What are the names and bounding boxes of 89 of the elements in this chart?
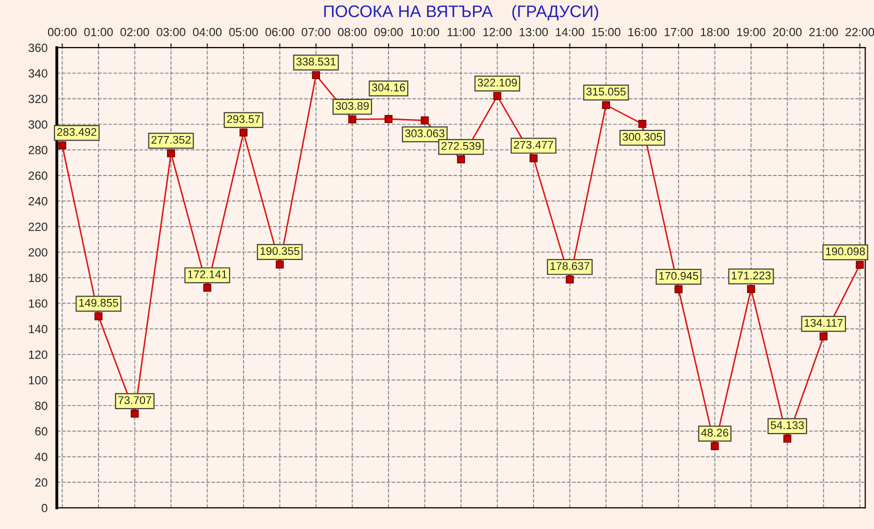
data-label: 315.055 [586,88,626,96]
point [710,442,719,450]
y-tick-label: 280 [28,146,48,154]
y-tick-label: 360 [28,44,48,52]
x-tick-label: 09:00 [374,28,403,36]
y-tick-label: 140 [28,324,48,334]
data-label: 172.141 [188,270,227,278]
point [820,332,828,340]
data-label: 272.539 [442,142,481,150]
x-tick-label: 12:00 [483,28,512,36]
data-label: 134.117 [804,318,843,327]
y-tick-label: 320 [28,94,48,104]
y-tick-label: 160 [28,299,48,308]
chart-title: ПОСОКА НА ВЯТЪРА (ГРАДУСИ) [324,4,598,21]
data-label: 303.063 [405,129,444,138]
point [130,410,139,418]
data-label: 273.477 [514,140,554,149]
point [674,285,683,294]
data-label: 48.26 [701,428,728,437]
y-tick-label: 0 [42,504,48,512]
point [94,312,102,320]
x-tick-label: 05:00 [229,28,258,36]
data-label: 73.707 [118,396,152,404]
y-tick-label: 80 [35,402,48,410]
x-tick-label: 10:00 [410,28,440,36]
point [384,115,393,123]
data-label: 303.89 [336,102,369,110]
data-label: 283.492 [57,128,96,136]
x-tick-label: 19:00 [737,28,766,36]
x-tick-label: 17:00 [664,28,693,36]
point [348,115,356,124]
data-label: 54.133 [770,421,804,430]
point [58,141,66,150]
y-tick-label: 120 [28,350,48,359]
point [602,101,610,110]
x-tick-label: 22:00 [846,28,874,36]
x-tick-label: 15:00 [592,28,620,36]
x-tick-label: 02:00 [120,28,150,36]
data-label: 304.16 [372,84,406,92]
y-tick-label: 220 [28,222,48,231]
y-tick-label: 200 [28,248,48,257]
point [240,128,248,137]
x-tick-label: 07:00 [302,28,330,36]
y-tick-label: 300 [28,120,48,129]
point [783,434,792,443]
point [203,284,212,292]
y-tick-label: 260 [28,171,48,180]
x-tick-label: 21:00 [809,28,838,36]
x-tick-label: 16:00 [628,28,657,36]
x-tick-label: 01:00 [84,28,113,36]
x-tick-label: 18:00 [700,28,730,36]
y-tick-label: 60 [35,427,48,436]
data-label: 293.57 [227,115,260,124]
x-tick-label: 00:00 [48,28,77,36]
x-tick-label: 13:00 [520,28,548,36]
data-label: 338.531 [296,58,336,66]
x-tick-label: 20:00 [773,28,802,36]
y-tick-label: 20 [35,478,48,487]
x-tick-label: 04:00 [192,28,222,36]
x-tick-label: 14:00 [556,28,584,36]
data-label: 149.855 [79,298,118,307]
point [856,260,864,269]
point [638,120,646,128]
data-label: 190.098 [826,247,865,256]
data-label: 171.223 [732,272,771,280]
point [276,260,284,268]
x-tick-label: 11:00 [448,28,475,36]
data-label: 300.305 [622,132,662,141]
point [566,275,574,284]
data-label: 277.352 [151,136,191,144]
data-label: 178.637 [550,262,590,270]
point [420,116,429,124]
x-tick-label: 06:00 [265,28,294,36]
data-label: 190.355 [260,247,300,255]
point [493,92,502,100]
x-tick-label: 08:00 [338,28,367,36]
y-tick-label: 40 [34,452,48,462]
point [457,155,466,164]
point [312,71,320,80]
data-label: 170.945 [659,272,698,280]
x-tick-label: 03:00 [156,28,186,36]
point [167,149,175,158]
y-tick-label: 240 [28,197,48,206]
y-tick-label: 340 [28,69,48,78]
y-tick-label: 100 [28,376,48,384]
point [747,284,756,293]
point [530,154,538,162]
data-label: 322.109 [478,78,517,87]
y-tick-label: 180 [28,274,48,282]
